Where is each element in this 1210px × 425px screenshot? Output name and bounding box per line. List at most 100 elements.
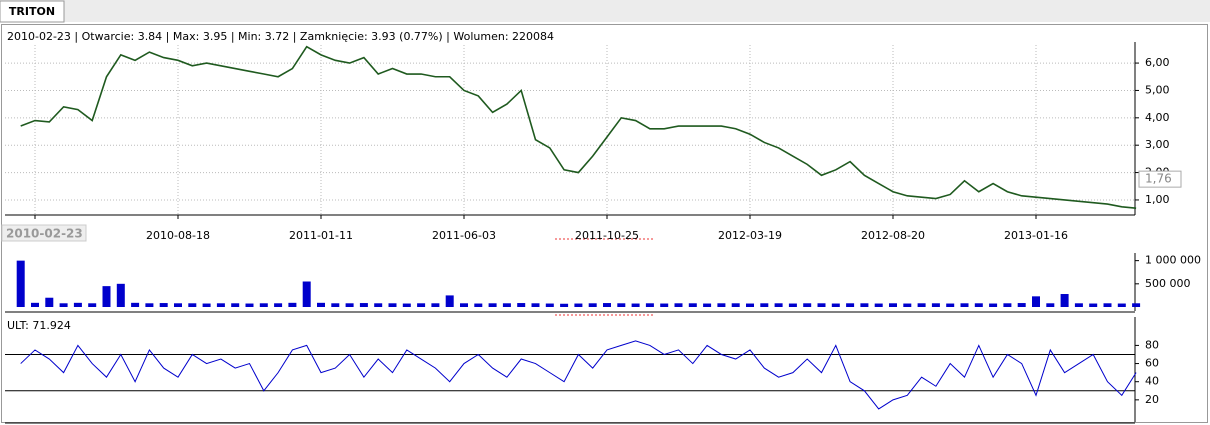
volume-bar xyxy=(788,303,797,307)
volume-bar xyxy=(645,303,654,307)
volume-bar xyxy=(846,303,855,307)
volume-bar xyxy=(331,303,340,307)
volume-bar xyxy=(131,302,140,307)
y-tick-label: 60 xyxy=(1145,357,1159,370)
volume-bar xyxy=(188,303,197,307)
volume-bar xyxy=(903,303,912,307)
volume-bar xyxy=(703,303,712,307)
volume-bar xyxy=(159,303,168,307)
volume-bar xyxy=(245,303,254,307)
volume-bar xyxy=(202,303,211,307)
y-tick-label: 80 xyxy=(1145,338,1159,351)
volume-bar xyxy=(417,303,426,307)
volume-bar xyxy=(1060,294,1069,307)
y-tick-label: 4,00 xyxy=(1145,111,1170,124)
volume-bar xyxy=(359,303,368,307)
volume-bar xyxy=(617,303,626,307)
volume-bar xyxy=(1074,303,1083,307)
volume-bar xyxy=(674,303,683,307)
volume-bar xyxy=(116,283,125,307)
volume-bar xyxy=(474,303,483,307)
volume-bar xyxy=(288,302,297,307)
header-info: 2010-02-23 | Otwarcie: 3.84 | Max: 3.95 … xyxy=(7,30,554,43)
volume-bar xyxy=(517,303,526,307)
volume-bar xyxy=(445,295,454,307)
x-tick-label: 2012-08-20 xyxy=(861,229,925,242)
x-tick-label: 2013-01-16 xyxy=(1004,229,1068,242)
series-line xyxy=(20,340,1137,410)
volume-bar xyxy=(1046,303,1055,307)
volume-bar xyxy=(803,303,812,307)
volume-bar xyxy=(1117,303,1126,307)
last-value-box xyxy=(1138,170,1182,188)
y-tick-label: 500 000 xyxy=(1145,277,1191,290)
volume-bar xyxy=(889,303,897,307)
tab-label[interactable]: TRITON xyxy=(9,5,55,18)
y-tick-label: 1 000 000 xyxy=(1145,254,1201,267)
volume-bar xyxy=(88,303,97,307)
volume-bar xyxy=(317,302,325,307)
volume-bar xyxy=(145,303,154,307)
volume-bar xyxy=(989,303,998,307)
volume-bar xyxy=(860,303,869,307)
x-tick-label: 2010-08-18 xyxy=(146,229,210,242)
volume-bar xyxy=(717,303,726,307)
volume-bar xyxy=(374,303,383,307)
chart-frame xyxy=(1,24,1208,423)
volume-bar xyxy=(760,303,769,307)
series-line xyxy=(20,45,1137,209)
volume-bar xyxy=(502,303,511,307)
volume-bar xyxy=(917,303,926,307)
volume-bar xyxy=(1017,303,1026,307)
y-tick-label: 6,00 xyxy=(1145,56,1170,69)
volume-bar xyxy=(259,303,268,307)
volume-bar xyxy=(874,303,883,307)
volume-bar xyxy=(488,303,497,307)
volume-bar xyxy=(660,303,669,307)
cursor-label: 2010-02-23 xyxy=(6,227,83,241)
volume-bar xyxy=(688,303,697,307)
volume-bar xyxy=(574,303,583,307)
volume-bar xyxy=(631,303,640,307)
volume-bar xyxy=(931,303,940,307)
y-tick-label: 40 xyxy=(1145,375,1159,388)
x-tick-label: 2012-03-19 xyxy=(718,229,782,242)
x-tick-label: 2011-10-25 xyxy=(575,229,639,242)
volume-bar xyxy=(545,303,554,307)
volume-bar xyxy=(460,303,468,307)
cursor-box xyxy=(1,224,87,242)
volume-bar xyxy=(45,297,54,307)
volume-bar xyxy=(603,303,611,307)
volume-bar xyxy=(274,303,283,307)
volume-bar xyxy=(1003,303,1012,307)
volume-bar xyxy=(216,303,225,307)
volume-bar xyxy=(560,303,569,307)
volume-bar xyxy=(817,303,826,307)
volume-bar xyxy=(1103,303,1112,307)
volume-bar xyxy=(1132,303,1141,307)
x-tick-label: 2011-01-11 xyxy=(289,229,353,242)
volume-bar xyxy=(1032,296,1040,307)
volume-bar xyxy=(302,281,311,307)
tab[interactable] xyxy=(0,0,65,23)
volume-bar xyxy=(974,303,983,307)
indicator-title: ULT: 71.924 xyxy=(7,319,71,332)
volume-bar xyxy=(960,303,969,307)
volume-bar xyxy=(388,303,397,307)
volume-bar xyxy=(16,260,25,307)
y-tick-label: 5,00 xyxy=(1145,83,1170,96)
volume-bar xyxy=(231,303,240,307)
y-tick-label: 3,00 xyxy=(1145,138,1170,151)
x-tick-label: 2011-06-03 xyxy=(432,229,496,242)
volume-bar xyxy=(102,286,111,307)
volume-bar xyxy=(588,303,597,307)
volume-bar xyxy=(731,303,740,307)
volume-bar xyxy=(73,302,82,307)
volume-bar xyxy=(174,303,182,307)
volume-bar xyxy=(345,303,354,307)
tab-bar xyxy=(0,0,1210,22)
volume-bar xyxy=(831,303,840,307)
y-tick-label: 20 xyxy=(1145,393,1159,406)
volume-bar xyxy=(946,303,955,307)
